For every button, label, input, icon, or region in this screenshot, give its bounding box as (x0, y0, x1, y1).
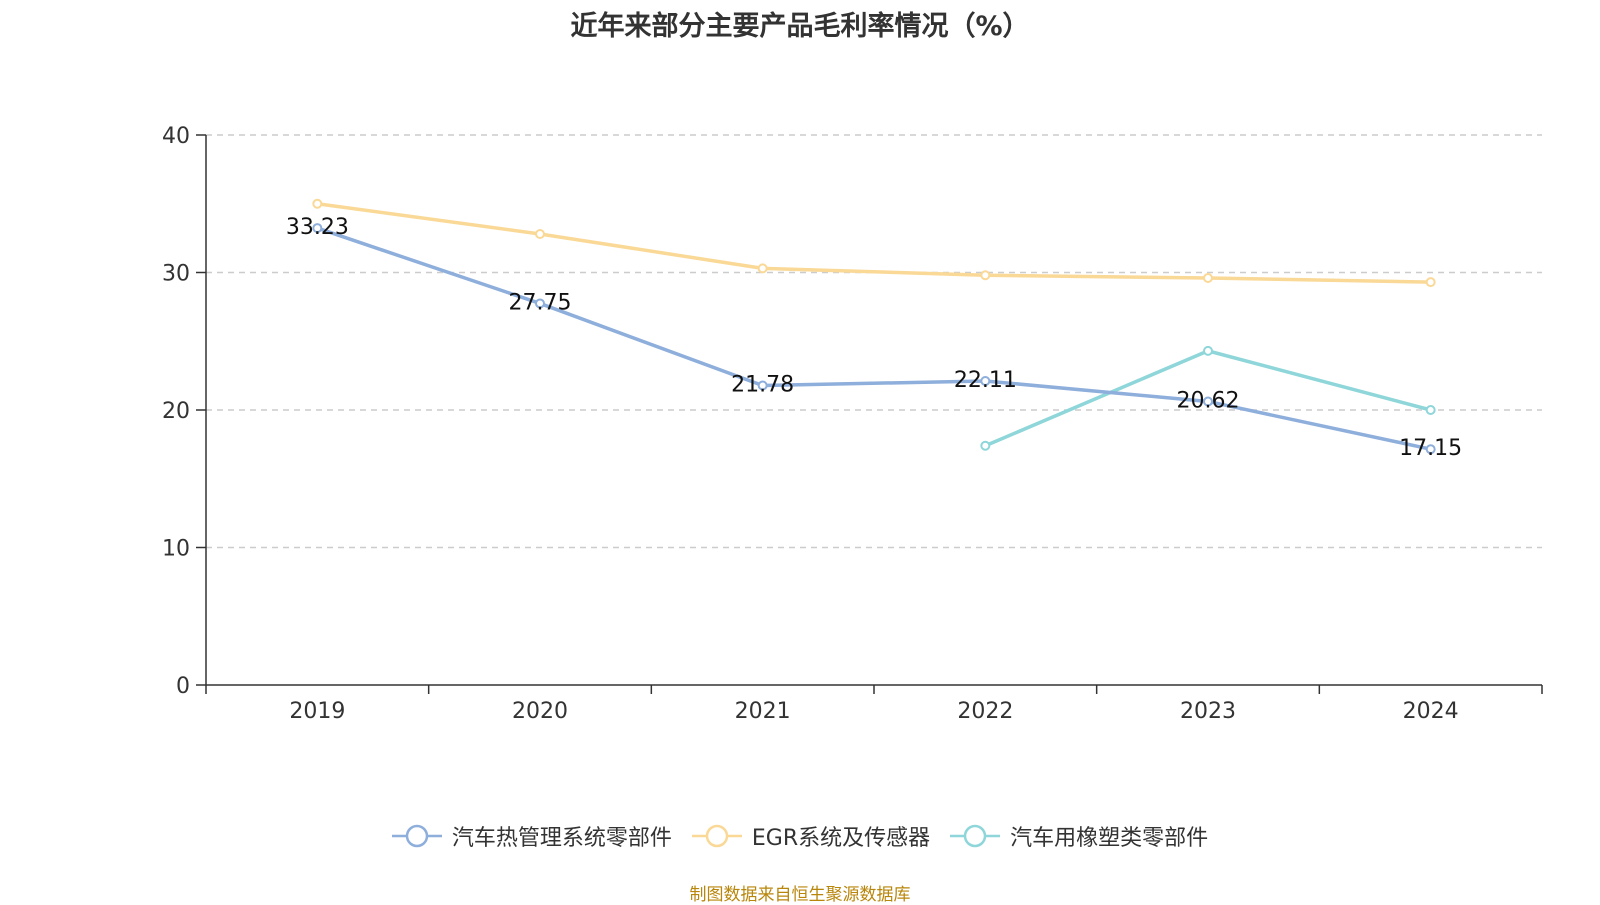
x-tick-label: 2022 (957, 699, 1013, 724)
data-point[interactable] (1203, 396, 1213, 407)
y-tick-label: 40 (162, 124, 190, 149)
chart-title: 近年来部分主要产品毛利率情况（%） (570, 11, 1030, 42)
series-line (315, 202, 1433, 284)
data-point[interactable] (312, 198, 323, 209)
data-point[interactable] (312, 223, 323, 234)
y-tick-label: 20 (162, 399, 190, 424)
data-label: 27.75 (509, 290, 572, 315)
data-point[interactable] (980, 440, 991, 451)
data-labels: 33.23 27.75 21.78 22.11 20.62 17.15 (286, 215, 1462, 461)
data-label: 22.11 (954, 368, 1017, 393)
legend-item[interactable]: 汽车热管理系统零部件 (391, 820, 672, 852)
legend-item[interactable]: EGR系统及传感器 (691, 820, 931, 852)
data-point[interactable] (1425, 444, 1436, 455)
legend: 汽车热管理系统零部件 EGR系统及传感器 汽车用橡塑类零部件 (0, 820, 1600, 852)
y-tick-label: 30 (162, 262, 190, 287)
data-point[interactable] (1425, 405, 1436, 415)
legend-item[interactable]: 汽车用橡塑类零部件 (950, 820, 1208, 852)
data-point[interactable] (535, 229, 545, 239)
x-tick-label: 2020 (512, 699, 568, 724)
x-tick-label: 2023 (1180, 699, 1236, 724)
legend-marker-icon (691, 824, 742, 848)
data-point[interactable] (535, 298, 545, 309)
data-label: 17.15 (1399, 436, 1462, 461)
x-tick-label: 2019 (289, 699, 345, 724)
series-lines (312, 198, 1436, 455)
y-tick-label: 10 (162, 537, 190, 562)
data-point[interactable] (980, 375, 991, 386)
grid-lines (206, 134, 1542, 549)
data-label: 20.62 (1177, 388, 1240, 413)
legend-label: 汽车用橡塑类零部件 (1010, 826, 1209, 851)
data-label: 21.78 (731, 373, 794, 398)
source-note: 制图数据来自恒生聚源数据库 (689, 885, 911, 905)
x-tick-label: 2021 (735, 699, 791, 724)
line-chart: 0 10 20 30 40 2019 2020 2021 2022 2023 2024 33.23 2… (162, 124, 1543, 724)
data-label: 33.23 (286, 215, 349, 240)
legend-marker-icon (391, 824, 442, 848)
data-point[interactable] (1425, 277, 1436, 288)
legend-marker-icon (950, 824, 1001, 848)
data-point[interactable] (980, 270, 991, 281)
series-line (315, 226, 1433, 451)
y-tick-label: 0 (176, 674, 190, 699)
data-point[interactable] (1203, 273, 1213, 283)
legend-label: EGR系统及传感器 (751, 826, 931, 851)
data-point[interactable] (757, 380, 768, 391)
data-point[interactable] (1203, 345, 1213, 356)
legend-label: 汽车热管理系统零部件 (451, 826, 672, 851)
x-tick-label: 2024 (1403, 699, 1459, 724)
axes: 0 10 20 30 40 2019 2020 2021 2022 2023 2024 (162, 124, 1543, 724)
data-point[interactable] (757, 263, 768, 274)
